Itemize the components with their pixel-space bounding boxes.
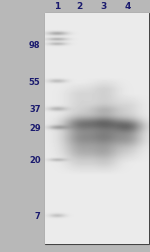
Text: 7: 7 xyxy=(35,211,41,220)
Text: 55: 55 xyxy=(29,77,40,86)
Text: 20: 20 xyxy=(29,156,40,165)
Text: 29: 29 xyxy=(29,123,40,133)
Text: 3: 3 xyxy=(101,2,107,11)
Text: 2: 2 xyxy=(76,2,82,11)
FancyBboxPatch shape xyxy=(45,14,148,244)
Text: 37: 37 xyxy=(29,105,40,114)
Text: 98: 98 xyxy=(29,41,40,49)
Text: 1: 1 xyxy=(54,2,60,11)
Text: 4: 4 xyxy=(125,2,131,11)
